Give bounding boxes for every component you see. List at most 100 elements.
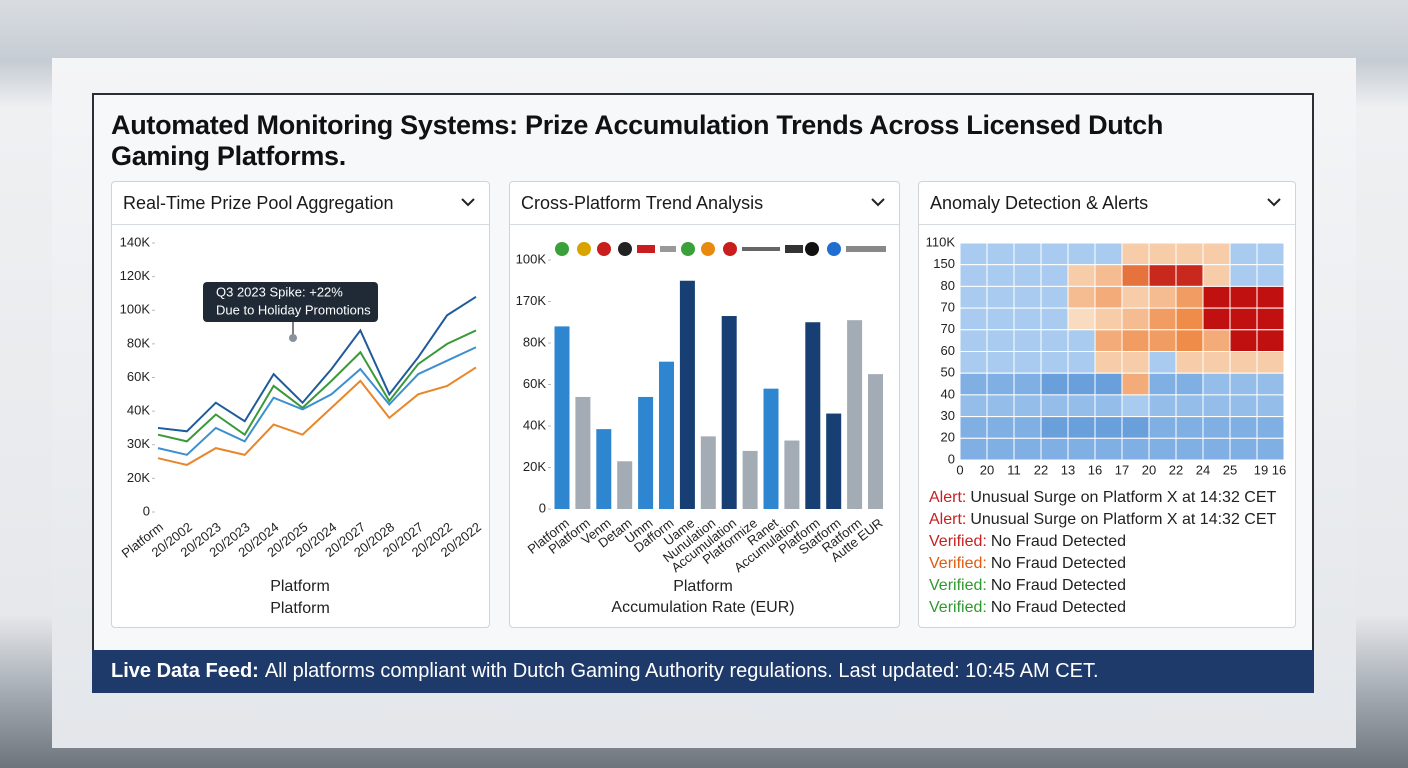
heat-cell xyxy=(1013,437,1042,461)
heat-cell xyxy=(1013,307,1042,331)
panel-header[interactable]: Real-Time Prize Pool Aggregation xyxy=(112,182,489,225)
heat-cell xyxy=(1202,285,1231,309)
footer-text: All platforms compliant with Dutch Gamin… xyxy=(264,660,1099,682)
y-tick-label: 120K xyxy=(120,268,151,283)
heat-cell xyxy=(959,307,988,331)
annotation-text: Q3 2023 Spike: +22% xyxy=(216,284,343,299)
heat-cell xyxy=(1229,242,1258,266)
bar xyxy=(554,326,570,509)
heat-cell xyxy=(1094,242,1123,266)
heat-cell xyxy=(986,351,1015,374)
bar xyxy=(742,450,758,509)
y-tick-label: 60 xyxy=(941,343,955,358)
bar xyxy=(596,429,612,509)
heat-cell xyxy=(1094,351,1123,374)
heat-cell xyxy=(1067,416,1096,439)
heat-cell xyxy=(986,285,1015,309)
y-tick-label: 70 xyxy=(941,321,955,336)
heat-cell xyxy=(959,285,988,309)
heat-cell xyxy=(1040,242,1069,266)
heat-cell xyxy=(1067,242,1096,266)
y-tick-label: 80K xyxy=(127,335,150,350)
heat-cell xyxy=(1148,437,1177,461)
heat-cell xyxy=(1229,394,1258,418)
y-tick-label: 20 xyxy=(941,430,955,445)
chevron[interactable] xyxy=(1267,197,1281,207)
heat-cell xyxy=(1040,285,1069,309)
heat-cell xyxy=(1040,416,1069,439)
heat-cell xyxy=(1094,285,1123,309)
footer: Live Data Feed: All platforms compliant w… xyxy=(92,650,1314,693)
bar xyxy=(617,461,633,509)
bar xyxy=(659,361,674,509)
panel-header[interactable]: Cross-Platform Trend Analysis xyxy=(510,182,899,225)
alert-text: No Fraud Detected xyxy=(990,533,1126,550)
heat-cell xyxy=(1229,285,1258,309)
heat-cell xyxy=(1256,285,1285,309)
x-tick-label: 0 xyxy=(956,462,963,477)
heat-cell xyxy=(1202,416,1231,439)
panel: Real-Time Prize Pool Aggregation xyxy=(111,181,490,628)
panel-title: Cross-Platform Trend Analysis xyxy=(521,193,764,213)
y-tick-label: 40K xyxy=(523,417,546,432)
heat-cell xyxy=(1094,394,1123,418)
alert: Verified: No Fraud Detected xyxy=(929,575,1276,597)
chevron[interactable] xyxy=(461,197,475,207)
line xyxy=(157,366,477,466)
heat-cell xyxy=(1121,351,1150,374)
line xyxy=(157,346,477,456)
y-tick-label: 170K xyxy=(516,293,547,308)
panel-title: Real-Time Prize Pool Aggregation xyxy=(123,193,394,213)
heat-cell xyxy=(1067,264,1096,287)
line xyxy=(157,295,477,433)
bar xyxy=(763,388,779,509)
heat-cell xyxy=(1121,372,1150,396)
heat-cell xyxy=(1040,437,1069,461)
bar xyxy=(868,374,883,509)
heat-cell xyxy=(986,372,1015,396)
heat-cell xyxy=(1175,264,1204,287)
heat-cell xyxy=(986,437,1015,461)
heat-cell xyxy=(1121,394,1150,418)
y-tick-label: 110K xyxy=(926,234,956,249)
bar xyxy=(784,440,800,509)
annotation-text: Due to Holiday Promotions xyxy=(216,302,371,317)
alert-text: Unusual Surge on Platform X at 14:32 CET xyxy=(970,489,1277,506)
heat-cell xyxy=(959,242,988,266)
heat-cell xyxy=(1256,307,1285,331)
heat-cell xyxy=(986,394,1015,418)
y-tick-label: 20K xyxy=(523,459,546,474)
heat-cell xyxy=(1202,394,1231,418)
heat-cell xyxy=(1148,394,1177,418)
heat-cell xyxy=(1121,329,1150,352)
chevron[interactable] xyxy=(871,197,885,207)
heat-cell xyxy=(1256,372,1285,396)
panel-header[interactable]: Anomaly Detection & Alerts xyxy=(919,182,1295,225)
x-axis-label: Platform xyxy=(673,578,733,595)
heat-cell xyxy=(1229,264,1258,287)
x-tick-label: 20 xyxy=(980,462,994,477)
alert-text: No Fraud Detected xyxy=(990,577,1126,594)
heat-cell xyxy=(1148,416,1177,439)
heat-cell xyxy=(959,372,988,396)
heat-cell xyxy=(1148,264,1177,287)
y-tick-label: 60K xyxy=(523,376,546,391)
heat-cell xyxy=(1040,351,1069,374)
y-tick-label: 0 xyxy=(539,500,546,515)
heat-cell xyxy=(1067,351,1096,374)
heat-cell xyxy=(1175,372,1204,396)
x-tick-label: 22 xyxy=(1169,462,1183,477)
heat-cell xyxy=(1175,416,1204,439)
heat-cell xyxy=(1067,329,1096,352)
heat-cell xyxy=(986,242,1015,266)
x-tick-label: 19 16 xyxy=(1254,462,1287,477)
x-axis-label: Platform xyxy=(270,578,330,595)
heat-cell xyxy=(1229,351,1258,374)
heat-cell xyxy=(1094,437,1123,461)
heat-cell xyxy=(1040,394,1069,418)
panel-title: Anomaly Detection & Alerts xyxy=(930,193,1149,213)
heat-cell xyxy=(1229,329,1258,352)
bar xyxy=(847,320,863,509)
alert-label: Verified: xyxy=(929,555,987,572)
